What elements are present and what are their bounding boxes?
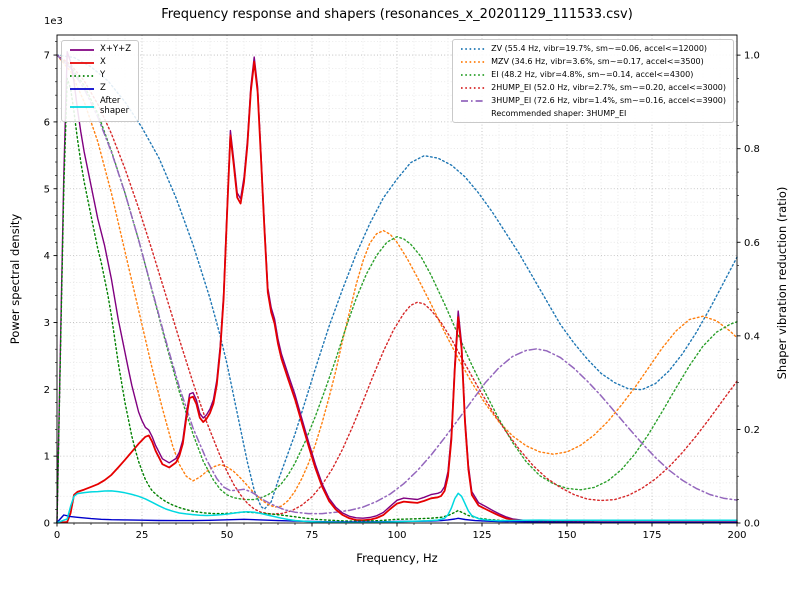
legend-label: 3HUMP_EI (72.6 Hz, vibr=1.4%, sm~=0.16, … bbox=[491, 96, 726, 106]
legend-label: EI (48.2 Hz, vibr=4.8%, sm~=0.14, accel<… bbox=[491, 70, 694, 80]
legend-entry: 2HUMP_EI (52.0 Hz, vibr=2.7%, sm~=0.20, … bbox=[460, 83, 726, 93]
legend-label: X bbox=[100, 57, 106, 68]
legend-entry: X bbox=[69, 57, 131, 68]
legend-label: 2HUMP_EI (52.0 Hz, vibr=2.7%, sm~=0.20, … bbox=[491, 83, 726, 93]
x-tick-label: 150 bbox=[557, 530, 576, 541]
y-left-tick-label: 3 bbox=[44, 318, 50, 329]
x-tick-label: 175 bbox=[642, 530, 661, 541]
x-tick-label: 0 bbox=[54, 530, 60, 541]
x-tick-label: 200 bbox=[727, 530, 746, 541]
legend-line-sample bbox=[70, 49, 94, 51]
y-right-tick-label: 0.0 bbox=[744, 519, 760, 530]
legend-line-sample bbox=[70, 88, 94, 90]
y-right-tick-label: 0.4 bbox=[744, 331, 760, 342]
legend-entry: Y bbox=[69, 70, 131, 81]
legend-label: X+Y+Z bbox=[100, 44, 132, 55]
y-left-tick-label: 2 bbox=[44, 385, 50, 396]
legend-entry: 3HUMP_EI (72.6 Hz, vibr=1.4%, sm~=0.16, … bbox=[460, 96, 726, 106]
legend-note: Recommended shaper: 3HUMP_EI bbox=[460, 109, 726, 118]
series-zv-shaper bbox=[56, 54, 738, 510]
legend-entry: ZV (55.4 Hz, vibr=19.7%, sm~=0.06, accel… bbox=[460, 44, 726, 54]
minor-ticks bbox=[55, 41, 739, 525]
y-left-tick-label: 4 bbox=[44, 251, 50, 262]
x-tick-label: 75 bbox=[306, 530, 319, 541]
legend-entry: After shaper bbox=[69, 96, 131, 117]
y-left-tick-label: 5 bbox=[44, 184, 50, 195]
legend-line-sample bbox=[461, 87, 486, 89]
x-tick-label: 50 bbox=[221, 530, 234, 541]
legend-label: MZV (34.6 Hz, vibr=3.6%, sm~=0.17, accel… bbox=[491, 57, 704, 67]
y-right-tick-label: 0.8 bbox=[744, 144, 760, 155]
legend-entry: X+Y+Z bbox=[69, 44, 132, 55]
chart-title: Frequency response and shapers (resonanc… bbox=[161, 7, 633, 22]
legend-entry: MZV (34.6 Hz, vibr=3.6%, sm~=0.17, accel… bbox=[460, 57, 726, 67]
legend-line-sample bbox=[461, 100, 486, 102]
series-x-psd bbox=[56, 60, 738, 524]
series-after-shaper-psd bbox=[56, 490, 738, 524]
legend-line-sample bbox=[461, 61, 486, 63]
x-tick-label: 125 bbox=[472, 530, 491, 541]
legend-label: Y bbox=[100, 70, 106, 81]
series-mzv-shaper bbox=[56, 54, 738, 508]
legend-line-sample bbox=[70, 62, 94, 64]
series-ei-shaper bbox=[56, 54, 738, 501]
y-right-tick-label: 0.6 bbox=[744, 238, 760, 249]
legend-line-sample bbox=[461, 74, 486, 76]
x-tick-label: 25 bbox=[136, 530, 149, 541]
y-left-tick-label: 0 bbox=[44, 519, 50, 530]
y-right-tick-label: 0.2 bbox=[744, 425, 760, 436]
legend-psd: X+Y+Z X Y Z After shaper bbox=[61, 40, 140, 122]
series-2hump-ei-shaper bbox=[56, 54, 738, 515]
legend-entry: EI (48.2 Hz, vibr=4.8%, sm~=0.14, accel<… bbox=[460, 70, 726, 80]
x-axis-label: Frequency, Hz bbox=[356, 551, 438, 565]
legend-label: Z bbox=[100, 83, 106, 94]
y-axis-offset-label: 1e3 bbox=[44, 16, 63, 27]
series-y-psd bbox=[56, 77, 738, 524]
y-left-tick-label: 7 bbox=[44, 51, 50, 62]
legend-line-sample bbox=[70, 105, 94, 108]
legend-line-sample bbox=[70, 75, 94, 77]
y-left-tick-label: 6 bbox=[44, 117, 50, 128]
legend-note-label: Recommended shaper: 3HUMP_EI bbox=[491, 109, 627, 118]
axes-frame bbox=[53, 34, 741, 527]
y-right-tick-label: 1.0 bbox=[744, 51, 760, 62]
legend-line-sample bbox=[461, 48, 486, 50]
legend-entry: Z bbox=[69, 83, 131, 94]
legend-label: After shaper bbox=[100, 96, 130, 116]
y-left-tick-label: 1 bbox=[44, 452, 50, 463]
x-tick-label: 100 bbox=[387, 530, 406, 541]
legend-shapers: ZV (55.4 Hz, vibr=19.7%, sm~=0.06, accel… bbox=[452, 39, 734, 124]
series-3hump-ei-shaper bbox=[56, 54, 738, 515]
legend-label: ZV (55.4 Hz, vibr=19.7%, sm~=0.06, accel… bbox=[491, 44, 708, 54]
